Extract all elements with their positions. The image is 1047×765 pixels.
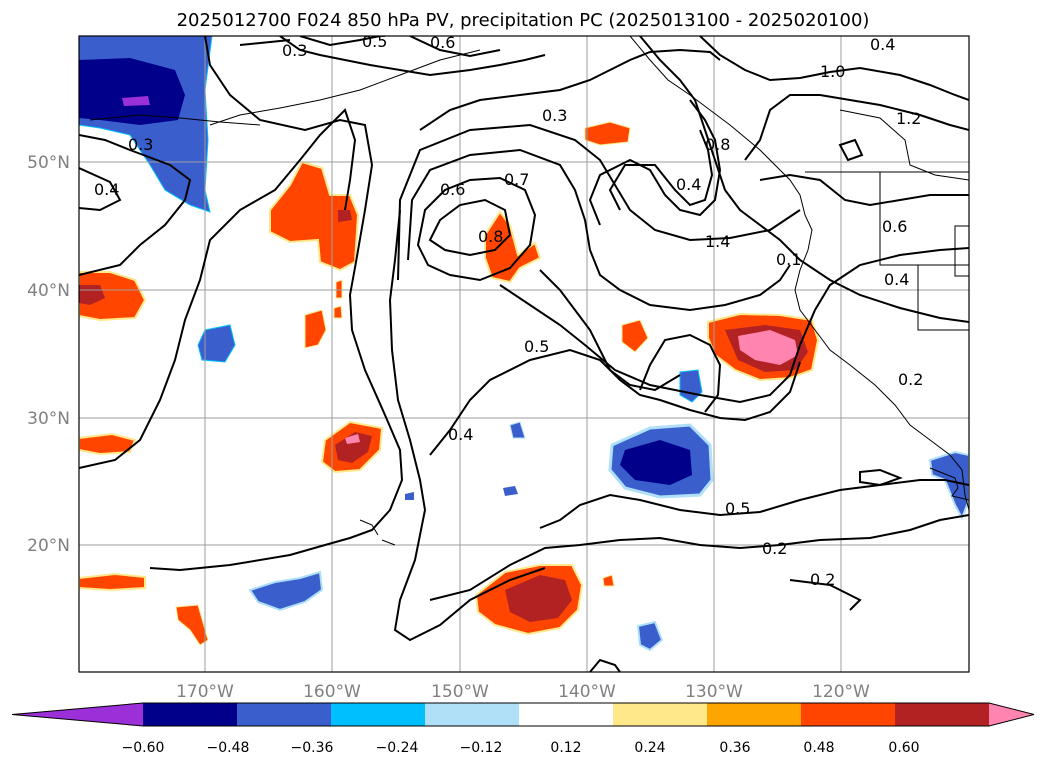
contour-label: 0.4: [448, 425, 473, 444]
contour-label: 0.2: [810, 570, 835, 589]
colorbar-segment: [707, 703, 802, 726]
colorbar-tick-labels: −0.60 −0.48 −0.36 −0.24 −0.12 0.12 0.24 …: [122, 740, 920, 756]
colorbar-tick: 0.12: [550, 740, 581, 756]
pos-anomaly-160w-47n: [269, 160, 360, 272]
colorbar-segment: [331, 703, 426, 726]
coastlines: [89, 36, 969, 546]
pos-anomaly-160w-28n-core: [335, 432, 372, 463]
map-frame: [78, 35, 970, 673]
colorbar-extend-high: [989, 703, 1034, 726]
colorbar: [11, 702, 1035, 727]
pos-anomaly-small-b: [333, 305, 343, 319]
pos-anomaly-small-c: [602, 574, 615, 587]
colorbar-tick: 0.48: [803, 740, 834, 756]
contour-label: 1.4: [705, 232, 730, 251]
pos-anomaly-172w-14n: [175, 604, 209, 646]
pv-contours: [79, 36, 969, 672]
lon-label: 120°W: [812, 682, 870, 702]
contour-label: 0.4: [676, 175, 701, 194]
colorbar-tick: 0.36: [719, 740, 750, 756]
colorbar-segment: [895, 703, 990, 726]
neg-anomaly-135w-26n-core: [620, 440, 692, 485]
lon-label: 150°W: [431, 682, 489, 702]
pos-anomaly-125w-37n-peak: [738, 330, 798, 365]
contour-label: 0.4: [870, 35, 895, 54]
neg-anomaly-small-1: [405, 492, 414, 500]
positive-precip-anomalies: [79, 121, 820, 646]
colorbar-extend-low: [12, 703, 143, 726]
contour-label: 0.2: [762, 539, 787, 558]
colorbar-tick: −0.24: [376, 740, 419, 756]
contour-label: 0.5: [362, 32, 387, 51]
neg-anomaly-145w-29n: [509, 421, 526, 439]
colorbar-segment: [237, 703, 332, 726]
colorbar-tick: 0.60: [888, 740, 919, 756]
colorbar-tick: 0.24: [634, 740, 665, 756]
pos-anomaly-west-17n: [79, 572, 146, 592]
colorbar-segment: [801, 703, 896, 726]
longitude-labels: 170°W 160°W 150°W 140°W 130°W 120°W: [176, 682, 870, 702]
map-layer: 0.3 0.5 0.6 0.3 0.4 1.0 1.2 0.3 0.4 0.8 …: [79, 32, 969, 672]
contour-label: 0.6: [430, 33, 455, 52]
negative-precip-anomalies: [79, 36, 969, 652]
lat-label: 40°N: [27, 281, 70, 301]
contour-label: 0.8: [478, 227, 503, 246]
contour-label: 0.4: [94, 180, 119, 199]
lon-label: 130°W: [685, 682, 743, 702]
neg-anomaly-coast-se: [928, 450, 969, 521]
latitude-labels: 50°N 40°N 30°N 20°N: [27, 153, 70, 556]
neg-anomaly-nw-core: [79, 58, 185, 125]
pos-anomaly-west-28n: [79, 432, 137, 456]
pos-anomaly-160w-28n-peak: [345, 434, 360, 444]
contour-label: 1.0: [820, 62, 845, 81]
neg-anomaly-small-2: [503, 486, 518, 496]
lat-label: 20°N: [27, 536, 70, 556]
colorbar-segment: [519, 703, 614, 726]
lon-label: 170°W: [176, 682, 234, 702]
pos-anomaly-west-edge: [79, 271, 147, 322]
contour-label: 0.3: [542, 106, 567, 125]
contour-label: 0.6: [440, 180, 465, 199]
contour-label: 0.7: [504, 170, 529, 189]
lon-label: 140°W: [558, 682, 616, 702]
contour-label: 0.5: [725, 499, 750, 518]
contour-label: 0.4: [884, 270, 909, 289]
colorbar-tick: −0.48: [207, 740, 250, 756]
colorbar-segment: [425, 703, 520, 726]
colorbar-segment: [143, 703, 238, 726]
colorbar-tick: −0.36: [291, 740, 334, 756]
contour-label: 0.1: [776, 250, 801, 269]
colorbar-tick: −0.60: [122, 740, 165, 756]
pos-anomaly-162w-37n: [304, 309, 327, 349]
map-gridlines: [79, 36, 969, 672]
pos-anomaly-small-a: [335, 279, 343, 299]
lat-label: 30°N: [27, 409, 70, 429]
contour-label: 0.3: [128, 135, 153, 154]
contour-label: 0.3: [282, 41, 307, 60]
contour-label: 0.6: [882, 217, 907, 236]
contour-label: 0.8: [705, 135, 730, 154]
pos-anomaly-160w-47n-core: [338, 210, 352, 222]
colorbar-segment: [613, 703, 708, 726]
contour-labels: 0.3 0.5 0.6 0.3 0.4 1.0 1.2 0.3 0.4 0.8 …: [94, 32, 923, 589]
contour-label: 0.5: [524, 337, 549, 356]
lon-label: 160°W: [303, 682, 361, 702]
pos-anomaly-142w-52n: [584, 121, 631, 146]
neg-anomaly-160w-16n: [248, 570, 324, 612]
neg-anomaly-137w-13n: [636, 620, 664, 652]
contour-label: 1.2: [896, 109, 921, 128]
neg-anomaly-170w-35n: [197, 324, 236, 363]
lat-label: 50°N: [27, 153, 70, 173]
pos-anomaly-146w-17n-core: [505, 575, 572, 622]
neg-anomaly-nw-peak: [122, 96, 150, 106]
pos-anomaly-137w-36n: [621, 319, 649, 353]
map-title: 2025012700 F024 850 hPa PV, precipitatio…: [177, 10, 870, 31]
colorbar-outline: [11, 702, 1035, 727]
contour-label: 0.2: [898, 370, 923, 389]
colorbar-tick: −0.12: [460, 740, 503, 756]
